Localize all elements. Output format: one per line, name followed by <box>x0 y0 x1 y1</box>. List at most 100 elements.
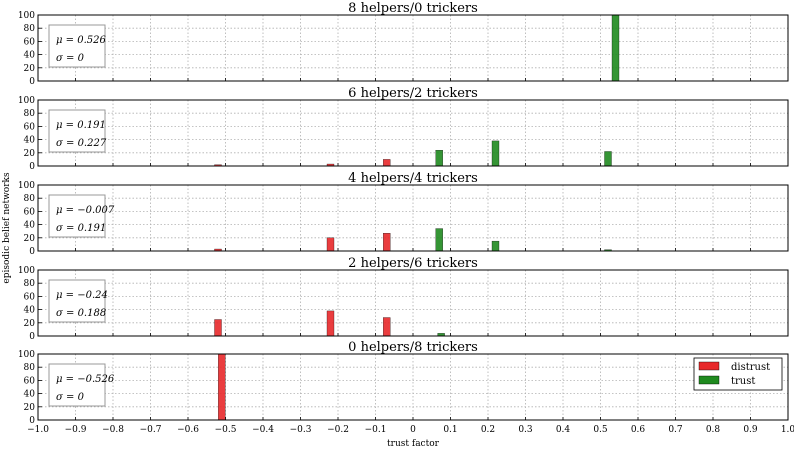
panel-4: 0 20 40 60 80 100 0 helpers/8 trickers μ = −0.5… <box>18 340 789 426</box>
grid <box>37 184 789 252</box>
y-tick-label: 40 <box>24 306 36 316</box>
legend-swatch-distrust <box>698 361 720 371</box>
bar-distrust <box>218 353 226 421</box>
y-tick-label: 20 <box>24 149 36 159</box>
x-tick-label: 0.3 <box>518 425 533 435</box>
y-tick-label: 80 <box>24 363 36 373</box>
y-tick-label: 60 <box>24 376 36 386</box>
panel-title: 6 helpers/2 trickers <box>348 86 478 101</box>
mu-stat: μ = −0.24 <box>56 290 108 301</box>
panel-title: 8 helpers/0 trickers <box>348 1 478 16</box>
y-tick-label: 40 <box>24 390 36 400</box>
mu-stat: μ = 0.526 <box>56 35 107 46</box>
grid <box>37 14 789 82</box>
y-tick-label: 40 <box>24 221 36 231</box>
y-tick-label: 80 <box>24 109 36 119</box>
y-tick-label: 20 <box>24 319 36 329</box>
stats-box-frame <box>48 109 106 153</box>
grid <box>37 353 789 421</box>
panel-2: 0 20 40 60 80 100 4 helpers/4 trickers μ = −0.0… <box>18 171 789 257</box>
panel-0: 0 20 40 60 80 100 8 helpers/0 trickers μ = 0.52… <box>18 1 789 87</box>
y-tick-label: 80 <box>24 279 36 289</box>
sigma-stat: σ = 0 <box>56 53 85 64</box>
y-tick-label: 0 <box>29 162 35 172</box>
y-axis-label: episodic belief networks <box>2 172 12 284</box>
sigma-stat: σ = 0.188 <box>56 308 106 319</box>
stats-box: μ = −0.007 σ = 0.191 <box>48 194 115 238</box>
panel-title: 4 helpers/4 trickers <box>348 171 478 186</box>
y-tick-label: 20 <box>24 403 36 413</box>
sigma-stat: σ = 0.227 <box>56 138 107 149</box>
stats-box: μ = 0.526 σ = 0 <box>48 24 107 68</box>
y-tick-label: 40 <box>24 136 36 146</box>
x-tick-label: −0.8 <box>102 425 124 435</box>
x-tick-label: 0.7 <box>668 425 683 435</box>
legend: distrust trust <box>693 357 783 391</box>
x-tick-labels: −1.0 −0.9 −0.8 −0.7 −0.6 −0.5 −0.4 −0.3 −0.2 −0.1… <box>27 425 794 435</box>
bar-trust <box>435 228 443 252</box>
y-tick-label: 40 <box>24 51 36 61</box>
y-tick-label: 80 <box>24 194 36 204</box>
bar-trust <box>491 240 500 252</box>
y-tick-label: 60 <box>24 122 36 132</box>
x-tick-label: 0 <box>410 425 416 435</box>
y-tick-label: 0 <box>29 77 35 87</box>
mu-stat: μ = −0.526 <box>56 374 115 385</box>
x-tick-label: −1.0 <box>27 425 49 435</box>
y-tick-label: 80 <box>24 24 36 34</box>
x-tick-label: −0.9 <box>65 425 87 435</box>
x-tick-label: −0.3 <box>290 425 312 435</box>
x-tick-label: 0.4 <box>556 425 571 435</box>
grid <box>37 99 789 167</box>
stats-box-frame <box>48 279 106 323</box>
y-tick-label: 60 <box>24 37 36 47</box>
y-tick-label: 20 <box>24 234 36 244</box>
y-tick-label: 60 <box>24 207 36 217</box>
stats-box-frame <box>48 363 106 407</box>
bar-trust <box>435 150 443 167</box>
bar-trust <box>491 140 500 167</box>
mu-stat: μ = −0.007 <box>56 205 115 216</box>
legend-label-trust: trust <box>731 376 755 387</box>
bar-distrust <box>383 233 391 252</box>
x-tick-label: 0.1 <box>443 425 457 435</box>
bar-distrust <box>383 317 391 337</box>
y-tick-label: 100 <box>18 96 35 106</box>
stats-box-frame <box>48 194 106 238</box>
bar-distrust <box>214 319 222 337</box>
bar-distrust <box>383 159 391 167</box>
panel-title: 2 helpers/6 trickers <box>348 256 478 271</box>
stats-box: μ = −0.526 σ = 0 <box>48 363 115 407</box>
x-axis-label: trust factor <box>387 439 440 449</box>
x-tick-label: 1.0 <box>781 425 794 435</box>
bar-trust <box>611 14 620 82</box>
x-tick-label: 0.6 <box>631 425 646 435</box>
sigma-stat: σ = 0.191 <box>56 223 106 234</box>
x-tick-label: 0.2 <box>481 425 495 435</box>
panel-1: 0 20 40 60 80 100 6 helpers/2 trickers μ = 0.19… <box>18 86 789 172</box>
panel-title: 0 helpers/8 trickers <box>348 340 478 355</box>
mu-stat: μ = 0.191 <box>56 120 106 131</box>
x-tick-label: 0.8 <box>706 425 721 435</box>
bar-distrust <box>326 310 335 337</box>
x-tick-label: −0.5 <box>215 425 237 435</box>
y-tick-label: 60 <box>24 292 36 302</box>
sigma-stat: σ = 0 <box>56 392 85 403</box>
grid <box>37 269 789 337</box>
x-tick-label: −0.2 <box>327 425 349 435</box>
y-tick-label: 0 <box>29 247 35 257</box>
stats-box: μ = 0.191 σ = 0.227 <box>48 109 107 153</box>
y-tick-label: 0 <box>29 416 35 426</box>
bar-trust <box>604 151 612 167</box>
y-tick-label: 100 <box>18 266 35 276</box>
x-tick-label: −0.6 <box>177 425 199 435</box>
stats-box: μ = −0.24 σ = 0.188 <box>48 279 108 323</box>
bar-distrust <box>326 237 335 252</box>
x-tick-label: −0.4 <box>252 425 274 435</box>
y-tick-label: 100 <box>18 350 35 360</box>
y-tick-label: 20 <box>24 64 36 74</box>
legend-label-distrust: distrust <box>731 362 770 373</box>
legend-swatch-trust <box>698 375 720 385</box>
x-tick-label: 0.9 <box>743 425 758 435</box>
